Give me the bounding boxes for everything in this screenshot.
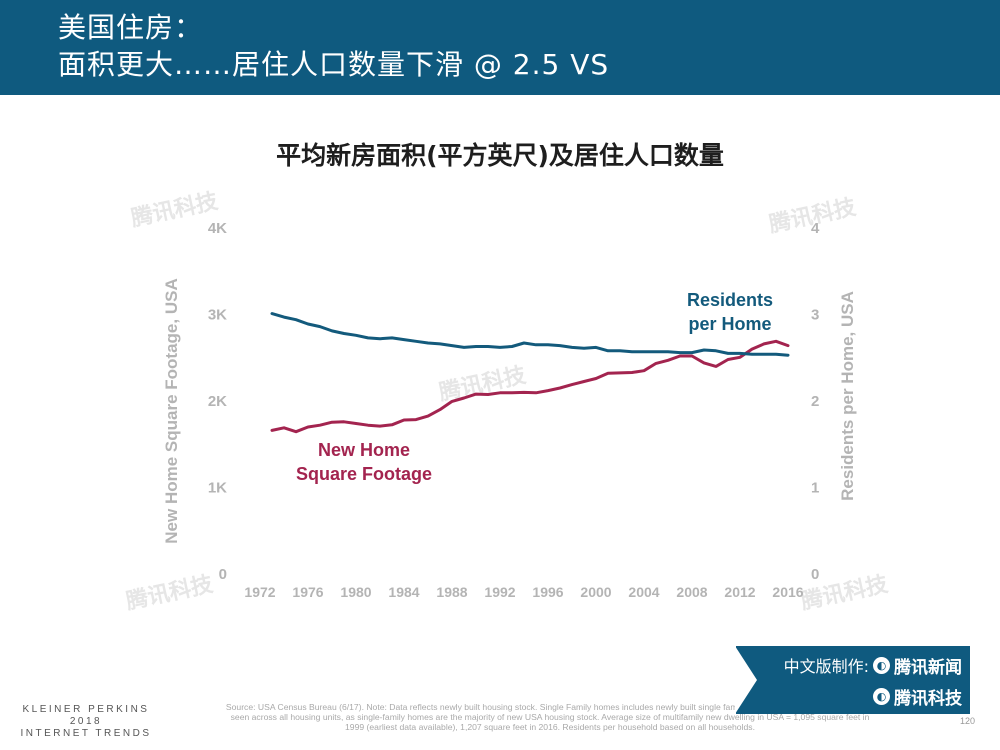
credit-org-tech: 腾讯科技	[894, 688, 962, 709]
credit-notch	[735, 646, 757, 714]
slide-title-line1: 美国住房：	[58, 11, 204, 44]
series-label: Square Footage	[296, 464, 432, 484]
credit-row-news: 中文版制作: ◐ 腾讯新闻	[758, 650, 962, 680]
brand-line: KLEINER PERKINS	[22, 704, 150, 715]
brand-line: INTERNET TRENDS	[20, 728, 152, 739]
y-left-tick-label: 1K	[208, 480, 227, 497]
y-left-tick-label: 3K	[208, 307, 227, 324]
x-tick-label: 1976	[292, 584, 323, 600]
y-right-tick-label: 1	[811, 480, 819, 497]
x-tick-label: 1996	[532, 584, 563, 600]
credit-label: 中文版制作:	[783, 657, 869, 676]
y-left-tick-label: 4K	[208, 220, 227, 237]
x-tick-label: 1980	[340, 584, 371, 600]
series-label: per Home	[688, 314, 771, 334]
kleiner-perkins-brand: KLEINER PERKINS 2018 INTERNET TRENDS	[12, 704, 160, 740]
series-line-residents	[270, 312, 790, 357]
x-tick-label: 1972	[244, 584, 275, 600]
y-right-tick-label: 0	[811, 566, 819, 583]
y-right-axis-label: Residents per Home, USA	[838, 291, 857, 501]
x-tick-label: 2004	[628, 584, 659, 600]
brand-line: 2018	[69, 716, 103, 727]
y-right-tick-label: 2	[811, 393, 819, 410]
x-tick-label: 2008	[676, 584, 707, 600]
translation-credit-box: 中文版制作: ◐ 腾讯新闻 ◐ 腾讯科技	[735, 646, 970, 714]
series-label: New Home	[318, 440, 410, 460]
y-right-tick-label: 3	[811, 307, 819, 324]
x-tick-label: 1992	[484, 584, 515, 600]
slide-title-line2: 面积更大……居住人口数量下滑 @ 2.5 VS	[58, 48, 610, 81]
series-label: Residents	[687, 290, 773, 310]
x-tick-label: 1988	[436, 584, 467, 600]
source-note: Source: USA Census Bureau (6/17). Note: …	[225, 702, 875, 732]
page-number: 120	[960, 716, 976, 726]
chart-title: 平均新房面积(平方英尺)及居住人口数量	[276, 141, 724, 170]
credit-row-tech: ◐ 腾讯科技	[758, 681, 962, 711]
tencent-logo-icon: ◐	[873, 656, 890, 674]
x-tick-label: 2000	[580, 584, 611, 600]
series-line-square-footage	[270, 339, 790, 434]
slide-header: 美国住房： 面积更大……居住人口数量下滑 @ 2.5 VS	[0, 0, 1000, 95]
x-tick-label: 2012	[724, 584, 755, 600]
x-tick-label: 2016	[772, 584, 803, 600]
y-right-tick-label: 4	[811, 220, 820, 237]
x-tick-label: 1984	[388, 584, 419, 600]
credit-org-news: 腾讯新闻	[894, 657, 962, 678]
y-left-tick-label: 0	[219, 566, 227, 583]
y-left-tick-label: 2K	[208, 393, 227, 410]
y-left-axis-label: New Home Square Footage, USA	[162, 278, 181, 543]
tencent-logo-icon: ◐	[873, 687, 890, 705]
